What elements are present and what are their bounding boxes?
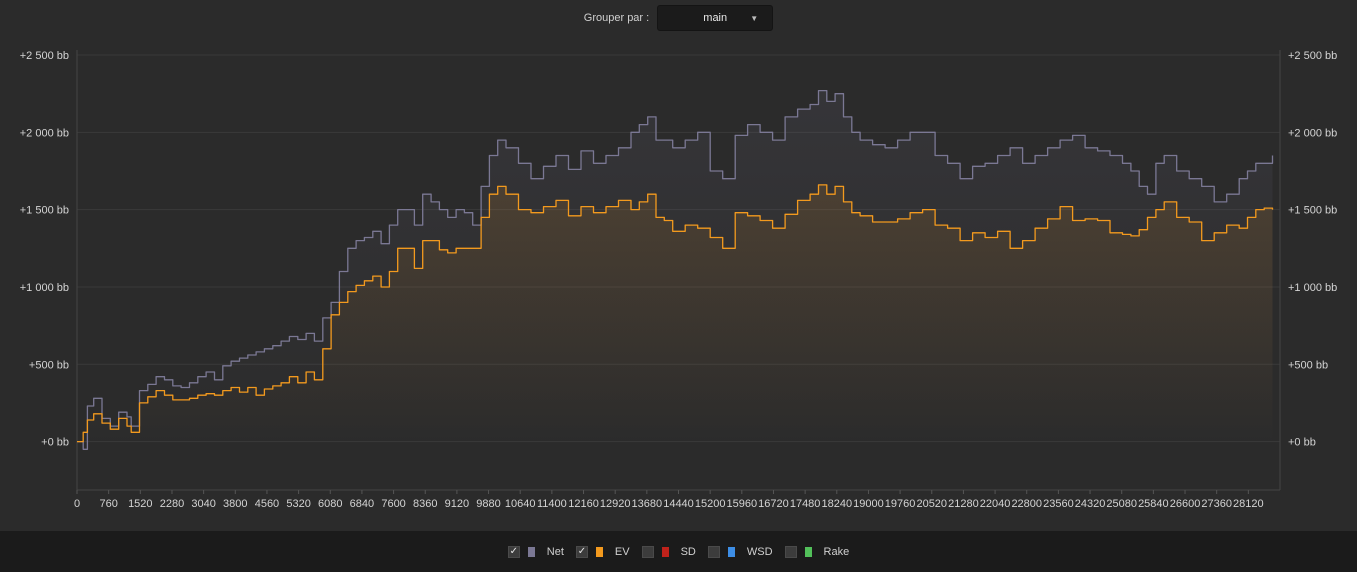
net-checkbox[interactable]: ✓ <box>507 545 520 558</box>
x-tick-label: 8360 <box>413 498 437 510</box>
ev-label: EV <box>614 545 630 558</box>
x-tick-label: 28120 <box>1233 498 1264 510</box>
net-color-swatch <box>527 546 535 557</box>
x-tick-label: 9880 <box>476 498 500 510</box>
x-tick-label: 25840 <box>1138 498 1169 510</box>
series-line-ev <box>77 184 1274 443</box>
group-by-bar: Grouper par : main ▼ <box>0 0 1357 36</box>
x-tick-label: 3040 <box>191 498 215 510</box>
x-tick-label: 3800 <box>223 498 247 510</box>
y-tick-label-left: +2 500 bb <box>20 50 69 62</box>
ev-color-swatch <box>595 546 603 557</box>
x-tick-label: 4560 <box>255 498 279 510</box>
x-tick-label: 10640 <box>505 498 536 510</box>
y-tick-label-left: +0 bb <box>41 437 69 449</box>
x-tick-label: 11400 <box>537 498 567 510</box>
legend: ✓ Net ✓ EV SD WSD Rake <box>0 531 1357 572</box>
rake-checkbox[interactable] <box>784 545 797 558</box>
x-tick-label: 9120 <box>445 498 469 510</box>
x-tick-label: 20520 <box>916 498 947 510</box>
y-tick-label-right: +2 000 bb <box>1288 127 1337 139</box>
legend-item-net[interactable]: ✓ Net <box>507 545 564 558</box>
x-tick-label: 14440 <box>663 498 694 510</box>
net-label: Net <box>546 545 564 558</box>
sd-label: SD <box>680 545 696 558</box>
x-tick-label: 18240 <box>821 498 852 510</box>
x-tick-label: 26600 <box>1170 498 1201 510</box>
y-tick-label-left: +2 000 bb <box>20 127 69 139</box>
series-area-ev <box>77 184 1273 442</box>
x-tick-label: 2280 <box>160 498 184 510</box>
y-tick-label-left: +500 bb <box>29 359 69 371</box>
rake-color-swatch <box>804 546 812 557</box>
y-tick-label-left: +1 500 bb <box>20 205 69 217</box>
wsd-color-swatch <box>727 546 735 557</box>
x-tick-label: 1520 <box>128 498 152 510</box>
x-tick-label: 21280 <box>948 498 979 510</box>
x-tick-label: 7600 <box>381 498 405 510</box>
wsd-label: WSD <box>746 545 773 558</box>
y-tick-label-right: +0 bb <box>1288 437 1316 449</box>
sd-color-swatch <box>661 546 669 557</box>
y-tick-label-left: +1 000 bb <box>20 282 69 294</box>
x-tick-label: 15200 <box>695 498 726 510</box>
x-tick-label: 19760 <box>885 498 916 510</box>
y-tick-label-right: +2 500 bb <box>1288 50 1337 62</box>
x-tick-label: 25080 <box>1106 498 1137 510</box>
sd-checkbox[interactable] <box>641 545 654 558</box>
ev-checkbox[interactable]: ✓ <box>575 545 588 558</box>
group-by-label: Grouper par : <box>583 12 650 24</box>
x-tick-label: 5320 <box>286 498 310 510</box>
legend-item-wsd[interactable]: WSD <box>707 545 773 558</box>
x-tick-label: 6080 <box>318 498 342 510</box>
x-tick-label: 24320 <box>1075 498 1106 510</box>
x-tick-label: 22800 <box>1011 498 1042 510</box>
y-tick-label-right: +1 500 bb <box>1288 205 1337 217</box>
x-tick-label: 17480 <box>790 498 821 510</box>
x-tick-label: 13680 <box>632 498 663 510</box>
x-tick-label: 0 <box>74 498 80 510</box>
y-tick-label-right: +1 000 bb <box>1288 282 1337 294</box>
wsd-checkbox[interactable] <box>707 545 720 558</box>
x-tick-label: 760 <box>99 498 117 510</box>
x-tick-label: 27360 <box>1201 498 1232 510</box>
legend-item-rake[interactable]: Rake <box>784 545 850 558</box>
x-tick-label: 12920 <box>600 498 631 510</box>
rake-label: Rake <box>823 545 850 558</box>
chevron-down-icon: ▼ <box>750 14 759 23</box>
x-tick-label: 22040 <box>980 498 1011 510</box>
group-by-select[interactable]: main ▼ <box>657 5 774 31</box>
x-tick-label: 16720 <box>758 498 789 510</box>
group-by-value: main <box>703 12 728 24</box>
x-tick-label: 23560 <box>1043 498 1074 510</box>
x-tick-label: 12160 <box>568 498 599 510</box>
x-tick-label: 15960 <box>727 498 758 510</box>
series-line-net <box>77 89 1274 450</box>
bankroll-chart: +0 bb +0 bb +500 bb +500 bb +1 000 bb +1 000 … <box>20 50 1337 510</box>
y-tick-label-right: +500 bb <box>1288 359 1328 371</box>
x-tick-label: 19000 <box>853 498 884 510</box>
x-tick-label: 6840 <box>350 498 374 510</box>
legend-item-ev[interactable]: ✓ EV <box>575 545 630 558</box>
legend-item-sd[interactable]: SD <box>641 545 696 558</box>
